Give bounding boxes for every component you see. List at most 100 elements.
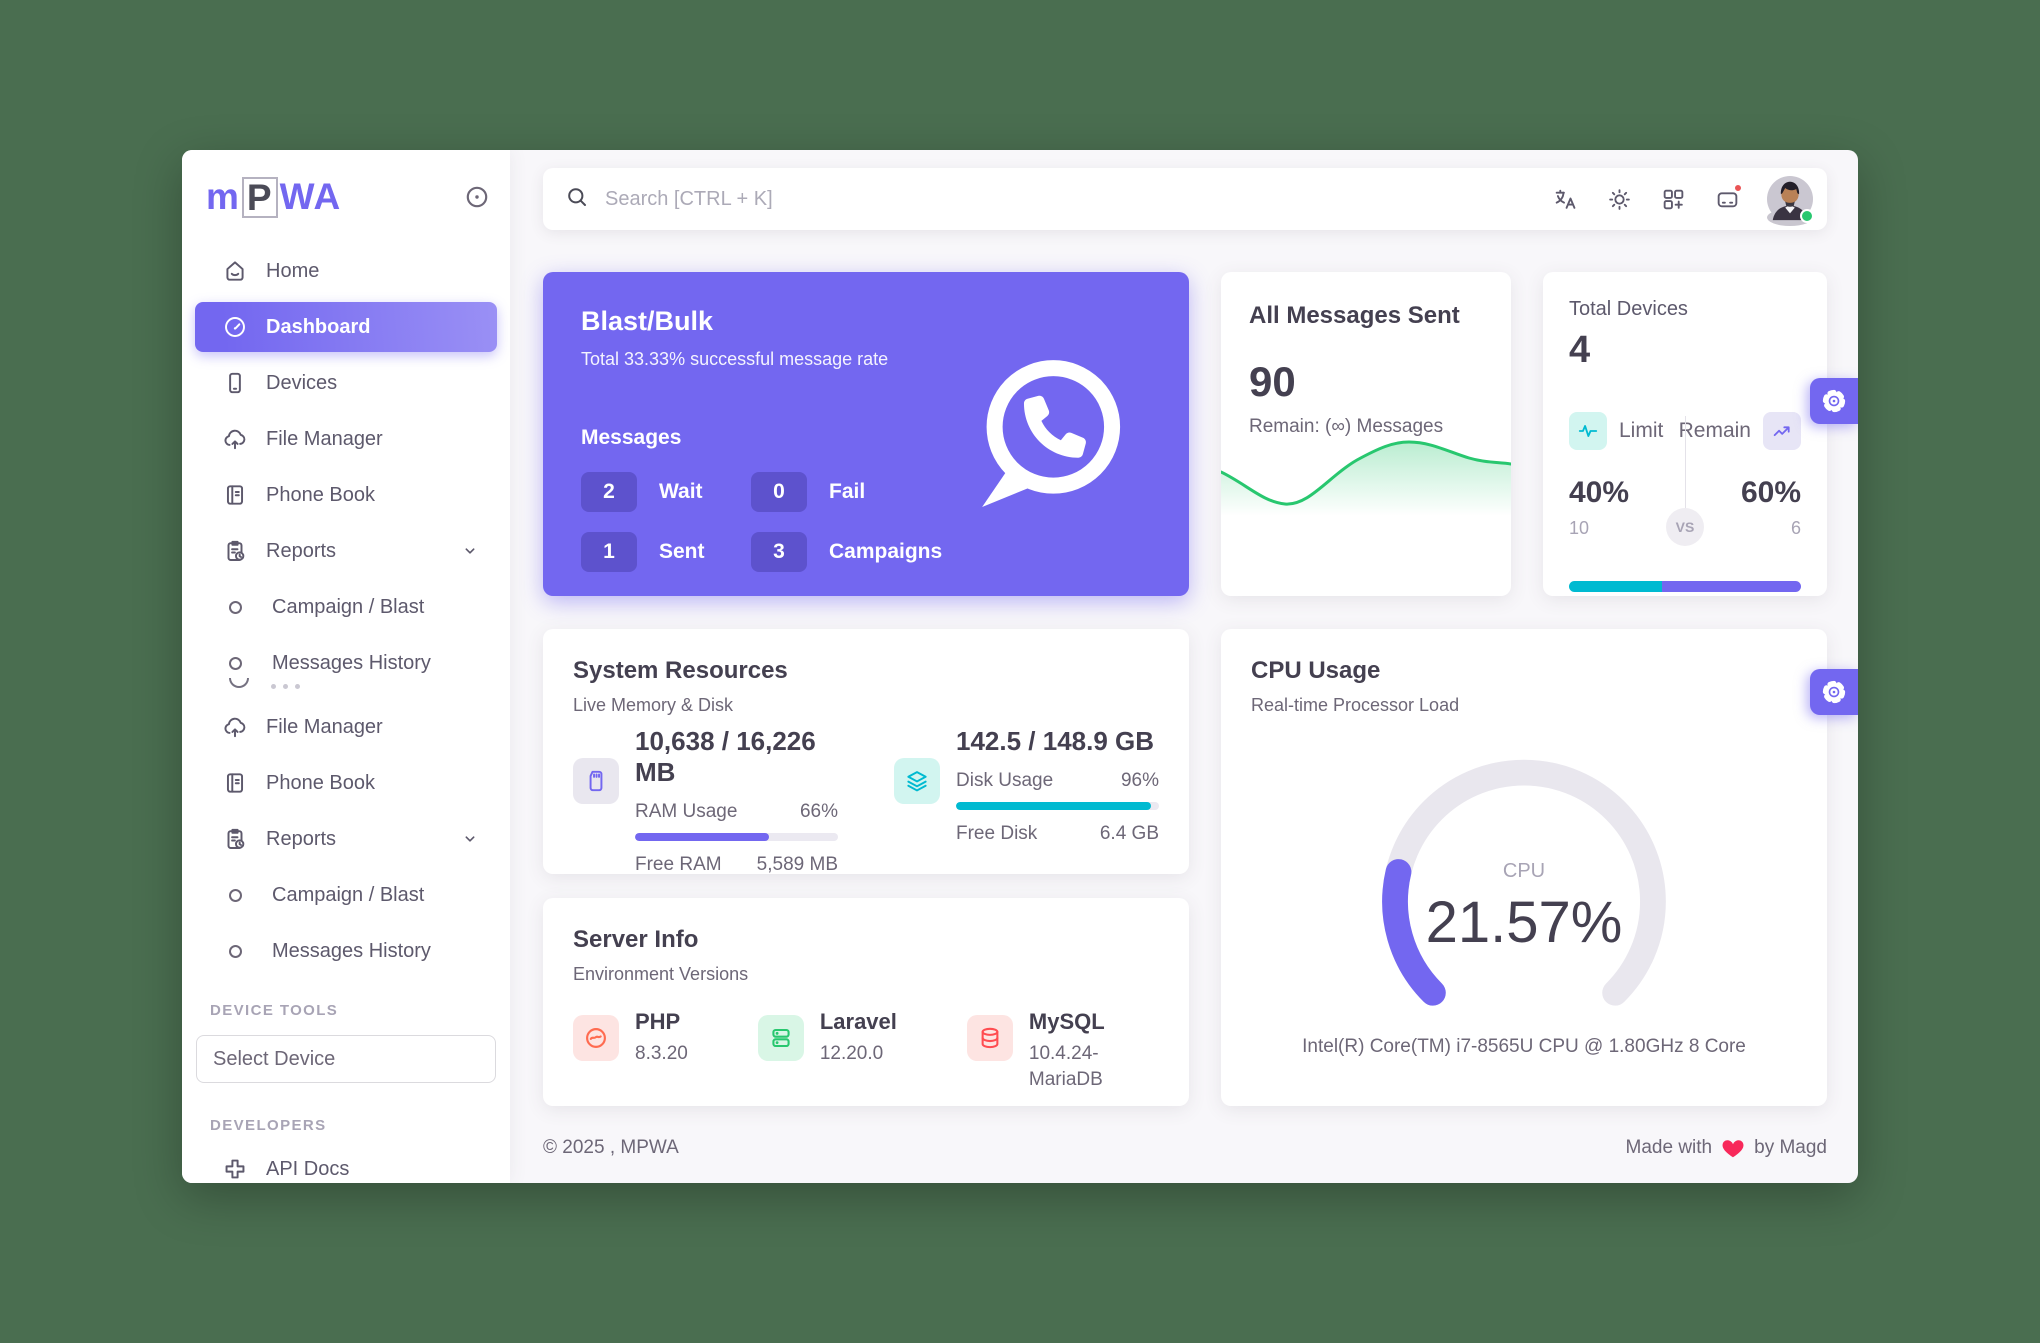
made-with-text: Made with — [1625, 1137, 1713, 1158]
remain-percent: 60% — [1740, 476, 1801, 509]
sidebar-item-campaign-blast-2[interactable]: Campaign / Blast — [195, 870, 497, 920]
disk-usage-label: Disk Usage — [956, 770, 1054, 791]
search-input[interactable] — [605, 187, 1545, 211]
scroll-artifact-dots — [271, 684, 300, 689]
limit-bar-segment — [1569, 581, 1662, 592]
devices-progress-bar — [1569, 581, 1801, 592]
light-mode-icon[interactable] — [1599, 179, 1639, 219]
sidebar-item-label: Phone Book — [266, 771, 375, 794]
total-devices-card: Total Devices 4 VS Limit Remain — [1543, 272, 1827, 596]
stat-sent: 1 Sent — [581, 532, 751, 572]
sidebar-item-phone-book-2[interactable]: Phone Book — [195, 758, 497, 808]
circle-icon — [228, 882, 254, 908]
server-info-title: Server Info — [573, 926, 699, 953]
sidebar-item-label: Dashboard — [266, 315, 371, 338]
disk-section: 142.5 / 148.9 GB Disk Usage 96% Free Disk… — [894, 720, 1159, 876]
user-avatar[interactable] — [1767, 176, 1814, 226]
customizer-gear-button[interactable] — [1810, 378, 1858, 424]
vs-badge: VS — [1666, 508, 1704, 546]
report-icon — [222, 538, 248, 564]
limit-count: 10 — [1569, 518, 1590, 538]
shortcuts-grid-icon[interactable] — [1653, 179, 1693, 219]
sidebar-item-reports[interactable]: Reports — [195, 526, 497, 576]
free-disk-value: 6.4 GB — [1099, 823, 1159, 844]
memory-card-icon — [573, 758, 619, 804]
sidebar-item-label: Reports — [266, 827, 337, 850]
cpu-caption: Intel(R) Core(TM) i7-8565U CPU @ 1.80GHz… — [1302, 1036, 1746, 1057]
sidebar: m P WA Home Dashboard Devices File Manager — [182, 150, 510, 1183]
system-resources-subtitle: Live Memory & Disk — [573, 695, 734, 715]
sidebar-item-messages-history-2[interactable]: Messages History — [195, 926, 497, 976]
sidebar-item-devices[interactable]: Devices — [195, 358, 497, 408]
sidebar-item-messages-history[interactable]: Messages History — [195, 638, 497, 689]
api-cross-icon — [222, 1156, 248, 1182]
heart-icon — [1721, 1136, 1745, 1160]
sidebar-item-file-manager-2[interactable]: File Manager — [195, 702, 497, 752]
total-devices-title: Total Devices — [1569, 298, 1688, 320]
ram-heading: 10,638 / 16,226 MB — [635, 726, 816, 787]
limit-label: Limit — [1619, 419, 1664, 442]
total-devices-value: 4 — [1569, 329, 1591, 371]
home-icon — [222, 258, 248, 284]
cpu-usage-card: CPU Usage Real-time Processor Load CPU 2… — [1221, 629, 1827, 1106]
php-name: PHP — [635, 1009, 681, 1034]
notification-badge — [1733, 183, 1743, 193]
stat-campaigns: 3 Campaigns — [751, 532, 1151, 572]
laravel-item: Laravel 12.20.0 — [757, 1009, 897, 1092]
limit-percent: 40% — [1569, 476, 1630, 509]
sidebar-item-file-manager[interactable]: File Manager — [195, 414, 497, 464]
layers-icon — [894, 758, 940, 804]
mysql-name: MySQL — [1028, 1009, 1105, 1034]
all-messages-remain: Remain: (∞) Messages — [1249, 416, 1444, 437]
sidebar-item-api-docs[interactable]: API Docs — [195, 1144, 497, 1183]
stat-fail-value: 0 — [751, 472, 807, 512]
server-info-subtitle: Environment Versions — [573, 964, 749, 984]
all-messages-value: 90 — [1249, 358, 1296, 405]
chevron-down-icon — [459, 828, 481, 850]
stat-wait-value: 2 — [581, 472, 637, 512]
mysql-database-icon — [966, 1015, 1013, 1061]
stat-fail: 0 Fail — [751, 472, 1151, 512]
mysql-version: 10.4.24-MariaDB — [1028, 1043, 1103, 1090]
language-icon[interactable] — [1545, 179, 1585, 219]
sidebar-item-campaign-blast[interactable]: Campaign / Blast — [195, 582, 497, 632]
all-messages-title: All Messages Sent — [1249, 302, 1460, 329]
blast-title: Blast/Bulk — [581, 306, 714, 336]
system-resources-title: System Resources — [573, 657, 788, 684]
search-icon[interactable] — [565, 185, 589, 214]
all-messages-card: All Messages Sent 90 Remain: (∞) Message… — [1221, 272, 1511, 596]
disk-usage-percent: 96% — [1120, 770, 1159, 791]
circle-icon — [228, 594, 254, 620]
limit-pulse-icon — [1569, 412, 1607, 450]
remain-count: 6 — [1790, 518, 1801, 538]
ram-section: 10,638 / 16,226 MB RAM Usage 66% Free RAM… — [573, 720, 838, 876]
notifications-icon[interactable] — [1707, 179, 1747, 219]
sidebar-item-phone-book[interactable]: Phone Book — [195, 470, 497, 520]
free-ram-label: Free RAM — [635, 854, 722, 875]
sidebar-item-home[interactable]: Home — [195, 246, 497, 296]
sidebar-item-label: Messages History — [272, 939, 431, 962]
disk-heading: 142.5 / 148.9 GB — [956, 726, 1155, 756]
disk-progress-bar — [956, 802, 1159, 810]
system-resources-card: System Resources Live Memory & Disk 10,6… — [543, 629, 1189, 876]
sidebar-item-label: Campaign / Blast — [272, 595, 425, 618]
laravel-name: Laravel — [819, 1009, 897, 1034]
logo-part-wa: WA — [279, 176, 342, 217]
customizer-gear-button-2[interactable] — [1810, 669, 1858, 715]
phone-book-icon — [222, 770, 248, 796]
sidebar-item-label: Devices — [266, 371, 338, 394]
blast-subtitle: Total 33.33% successful message rate — [581, 349, 889, 369]
dashboard-icon — [222, 314, 248, 340]
app-logo[interactable]: m P WA — [206, 176, 341, 218]
select-device[interactable]: Select Device — [196, 1035, 496, 1083]
sidebar-item-dashboard[interactable]: Dashboard — [195, 302, 497, 352]
stat-wait: 2 Wait — [581, 472, 751, 512]
footer: © 2025 , MPWA Made with by Magd — [543, 1136, 1827, 1160]
cpu-gauge-label: CPU — [1502, 860, 1546, 882]
sidebar-item-label: Messages History — [272, 651, 431, 674]
messages-wave-chart — [1221, 440, 1511, 520]
server-info-card: Server Info Environment Versions PHP 8.3… — [543, 898, 1189, 1106]
smartphone-icon — [222, 370, 248, 396]
sidebar-collapse-toggle-icon[interactable] — [464, 184, 490, 210]
sidebar-item-reports-2[interactable]: Reports — [195, 814, 497, 864]
